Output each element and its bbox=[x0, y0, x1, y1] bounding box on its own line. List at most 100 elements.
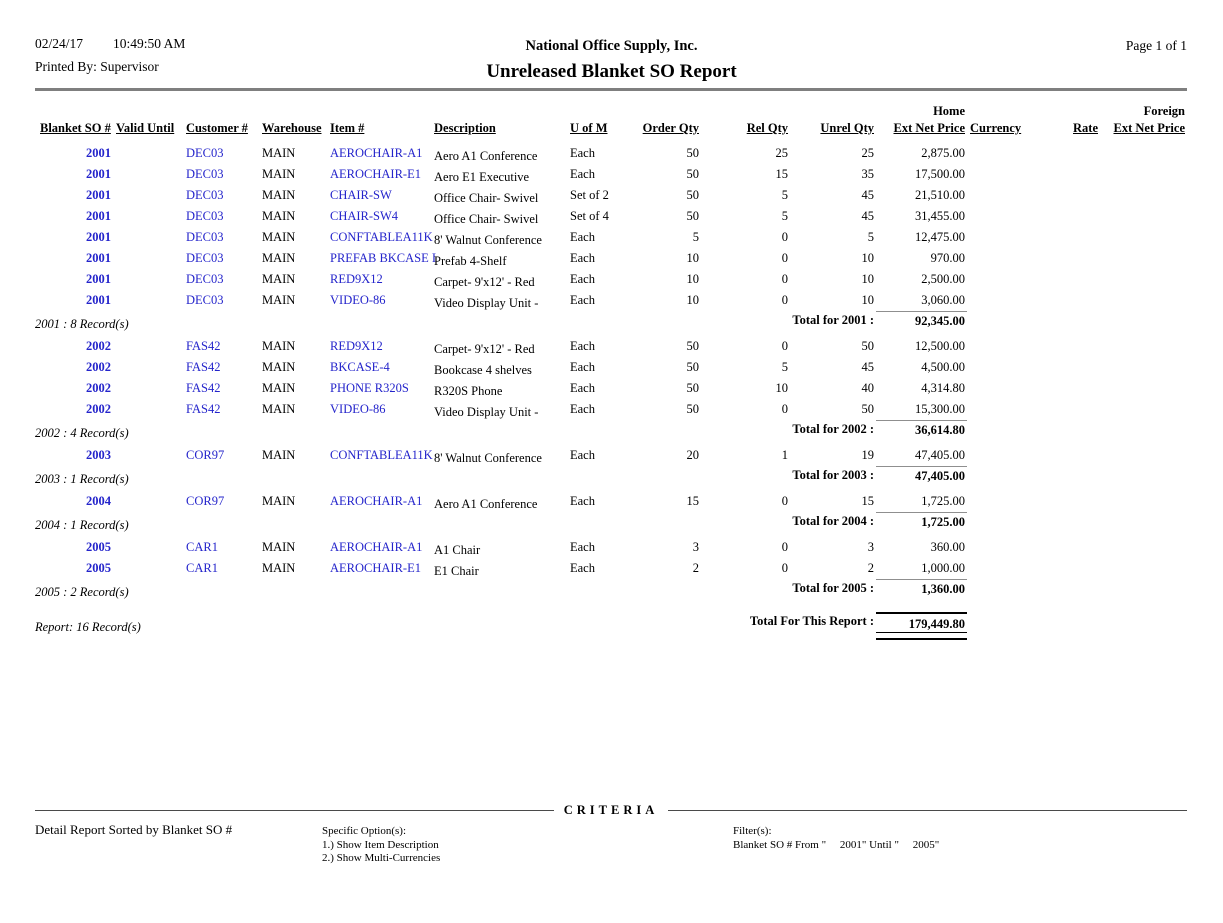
cell-blanket-so[interactable]: 2002 bbox=[86, 402, 111, 416]
filters: Filter(s): Blanket SO # From " 2001" Unt… bbox=[733, 825, 939, 852]
cell-description: 8' Walnut Conference bbox=[434, 233, 542, 247]
cell-item[interactable]: AEROCHAIR-E1 bbox=[330, 561, 421, 575]
cell-item[interactable]: PHONE R320S bbox=[330, 381, 409, 395]
cell-customer[interactable]: COR97 bbox=[186, 448, 225, 462]
column-header-label: Description bbox=[434, 121, 496, 135]
cell-item[interactable]: RED9X12 bbox=[330, 272, 383, 286]
column-header-warehouse: Warehouse bbox=[259, 120, 327, 140]
cell-ext-net-price: 4,314.80 bbox=[921, 381, 965, 395]
table-row: 2004 COR97 MAIN AEROCHAIR-A1 Aero A1 Confere… bbox=[35, 491, 1187, 512]
cell-rate bbox=[1029, 185, 1100, 206]
cell-currency bbox=[967, 399, 1029, 420]
cell-blanket-so[interactable]: 2001 bbox=[86, 251, 111, 265]
cell-warehouse: MAIN bbox=[262, 561, 296, 575]
cell-item[interactable]: CONFTABLEA11K bbox=[330, 230, 433, 244]
group-total-value: 1,725.00 bbox=[876, 512, 967, 530]
cell-unrel-qty: 45 bbox=[861, 360, 875, 374]
cell-blanket-so[interactable]: 2001 bbox=[86, 293, 111, 307]
cell-warehouse: MAIN bbox=[262, 272, 296, 286]
cell-customer[interactable]: COR97 bbox=[186, 494, 225, 508]
cell-ext-net-price: 47,405.00 bbox=[915, 448, 965, 462]
cell-warehouse: MAIN bbox=[262, 540, 296, 554]
cell-item[interactable]: AEROCHAIR-A1 bbox=[330, 540, 423, 554]
cell-rel-qty: 0 bbox=[781, 230, 788, 244]
cell-valid-until bbox=[113, 290, 183, 311]
cell-description: Office Chair- Swivel bbox=[434, 212, 539, 226]
table-row: 2002 FAS42 MAIN RED9X12 Carpet- 9'x12' - Red… bbox=[35, 336, 1187, 357]
super-header-empty bbox=[701, 103, 790, 120]
cell-customer[interactable]: FAS42 bbox=[186, 360, 221, 374]
cell-blanket-so[interactable]: 2001 bbox=[86, 167, 111, 181]
report-total-value: 179,449.80 bbox=[876, 612, 967, 640]
cell-blanket-so[interactable]: 2002 bbox=[86, 360, 111, 374]
cell-blanket-so[interactable]: 2001 bbox=[86, 230, 111, 244]
group-record-count: 2001 : 8 Record(s) bbox=[35, 317, 129, 331]
column-header-desc: Description bbox=[431, 120, 567, 140]
super-header-home: Home bbox=[933, 104, 965, 118]
cell-blanket-so[interactable]: 2005 bbox=[86, 561, 111, 575]
cell-customer[interactable]: FAS42 bbox=[186, 339, 221, 353]
cell-blanket-so[interactable]: 2002 bbox=[86, 381, 111, 395]
cell-valid-until bbox=[113, 227, 183, 248]
column-header-label: Customer # bbox=[186, 121, 248, 135]
cell-foreign-price bbox=[1100, 290, 1187, 311]
cell-description: Aero E1 Executive bbox=[434, 170, 530, 184]
cell-blanket-so[interactable]: 2005 bbox=[86, 540, 111, 554]
super-header-empty bbox=[790, 103, 876, 120]
cell-blanket-so[interactable]: 2003 bbox=[86, 448, 111, 462]
cell-item[interactable]: PREFAB BKCASE I bbox=[330, 251, 437, 265]
cell-item[interactable]: BKCASE-4 bbox=[330, 360, 390, 374]
cell-customer[interactable]: CAR1 bbox=[186, 540, 218, 554]
cell-unrel-qty: 40 bbox=[861, 381, 875, 395]
cell-customer[interactable]: DEC03 bbox=[186, 230, 224, 244]
cell-customer[interactable]: DEC03 bbox=[186, 167, 224, 181]
group-total-label: Total for 2001 : bbox=[792, 313, 874, 327]
cell-customer[interactable]: DEC03 bbox=[186, 188, 224, 202]
group-total-label: Total for 2003 : bbox=[792, 468, 874, 482]
cell-item[interactable]: AEROCHAIR-A1 bbox=[330, 494, 423, 508]
cell-unrel-qty: 15 bbox=[861, 494, 875, 508]
table-row: 2002 FAS42 MAIN PHONE R320S R320S Phone Each 5… bbox=[35, 378, 1187, 399]
cell-customer[interactable]: DEC03 bbox=[186, 146, 224, 160]
cell-blanket-so[interactable]: 2004 bbox=[86, 494, 111, 508]
column-header-foreign: Ext Net Price bbox=[1100, 120, 1187, 140]
cell-item[interactable]: CHAIR-SW bbox=[330, 188, 392, 202]
cell-ext-net-price: 17,500.00 bbox=[915, 167, 965, 181]
column-header-label: Blanket SO # bbox=[40, 121, 111, 135]
cell-item[interactable]: AEROCHAIR-A1 bbox=[330, 146, 423, 160]
cell-item[interactable]: AEROCHAIR-E1 bbox=[330, 167, 421, 181]
cell-customer[interactable]: DEC03 bbox=[186, 293, 224, 307]
cell-rel-qty: 10 bbox=[775, 381, 789, 395]
cell-description: A1 Chair bbox=[434, 543, 481, 557]
group-total-value: 92,345.00 bbox=[876, 311, 967, 329]
cell-currency bbox=[967, 558, 1029, 579]
cell-item[interactable]: VIDEO-86 bbox=[330, 293, 386, 307]
cell-blanket-so[interactable]: 2002 bbox=[86, 339, 111, 353]
cell-customer[interactable]: CAR1 bbox=[186, 561, 218, 575]
group-total-value: 47,405.00 bbox=[876, 466, 967, 484]
cell-blanket-so[interactable]: 2001 bbox=[86, 188, 111, 202]
table-row: 2002 FAS42 MAIN VIDEO-86 Video Display Unit … bbox=[35, 399, 1187, 420]
cell-ext-net-price: 1,725.00 bbox=[921, 494, 965, 508]
cell-blanket-so[interactable]: 2001 bbox=[86, 146, 111, 160]
cell-uom: Each bbox=[570, 448, 595, 462]
company-name: National Office Supply, Inc. bbox=[525, 38, 698, 54]
column-header-rate: Rate bbox=[1029, 120, 1100, 140]
column-header-label: Currency bbox=[970, 121, 1022, 135]
cell-item[interactable]: CONFTABLEA11K bbox=[330, 448, 433, 462]
cell-customer[interactable]: FAS42 bbox=[186, 381, 221, 395]
cell-blanket-so[interactable]: 2001 bbox=[86, 209, 111, 223]
cell-warehouse: MAIN bbox=[262, 230, 296, 244]
cell-blanket-so[interactable]: 2001 bbox=[86, 272, 111, 286]
cell-item[interactable]: RED9X12 bbox=[330, 339, 383, 353]
cell-rel-qty: 0 bbox=[781, 251, 788, 265]
cell-customer[interactable]: FAS42 bbox=[186, 402, 221, 416]
cell-customer[interactable]: DEC03 bbox=[186, 272, 224, 286]
cell-item[interactable]: CHAIR-SW4 bbox=[330, 209, 399, 223]
cell-uom: Each bbox=[570, 293, 595, 307]
cell-item[interactable]: VIDEO-86 bbox=[330, 402, 386, 416]
cell-rel-qty: 0 bbox=[781, 339, 788, 353]
cell-customer[interactable]: DEC03 bbox=[186, 209, 224, 223]
cell-customer[interactable]: DEC03 bbox=[186, 251, 224, 265]
cell-description: Bookcase 4 shelves bbox=[434, 363, 532, 377]
